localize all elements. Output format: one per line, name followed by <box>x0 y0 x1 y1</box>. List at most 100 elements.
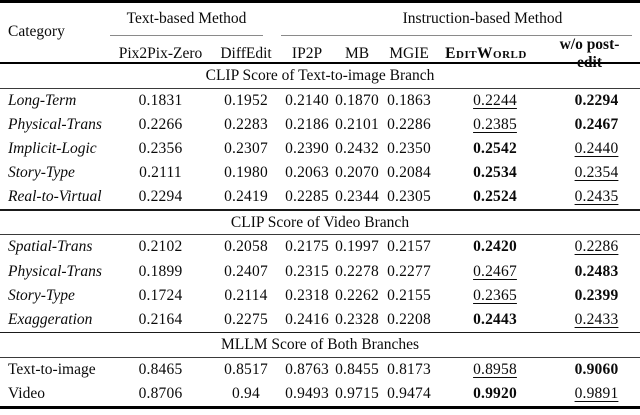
table-body: CLIP Score of Text-to-image Branch Long-T… <box>0 64 640 409</box>
section-title: CLIP Score of Text-to-image Branch <box>205 66 435 84</box>
value-cell: 0.8706 <box>138 385 183 403</box>
value-cell: 0.2483 <box>574 262 619 280</box>
value-cell: 0.2524 <box>473 188 517 206</box>
column-header-diffedit: DiffEdit <box>220 44 272 62</box>
table-row: Video 0.8706 0.94 0.9493 0.9715 0.9474 0.9920 0… <box>0 382 640 406</box>
value-cell: 0.8465 <box>138 361 183 379</box>
section-title-rule <box>0 356 640 358</box>
value-cell: 0.1899 <box>138 262 183 280</box>
value-cell: 0.9474 <box>387 385 431 403</box>
column-header-mgie: MGIE <box>389 44 429 62</box>
section-title-rule <box>0 234 640 236</box>
category-column-header: Category <box>8 23 65 41</box>
value-cell: 0.2440 <box>574 139 619 157</box>
table-row: Long-Term 0.1831 0.1952 0.2140 0.1870 0.1863 0… <box>0 89 640 113</box>
table-header: Category Text-based Method Instruction-b… <box>0 3 640 71</box>
value-cell: 0.9920 <box>473 385 517 403</box>
table-row: Real-to-Virtual 0.2294 0.2419 0.2285 0.2344 0… <box>0 185 640 209</box>
value-cell: 0.8958 <box>473 361 517 379</box>
section-title-rule <box>0 87 640 89</box>
section-title: CLIP Score of Video Branch <box>230 213 410 231</box>
value-cell: 0.94 <box>232 385 260 403</box>
value-cell: 0.2101 <box>335 115 379 133</box>
column-header-mb: MB <box>344 44 370 62</box>
group-header-instruction-based: Instruction-based Method <box>281 3 632 36</box>
value-cell: 0.2354 <box>574 164 619 182</box>
value-cell: 0.2467 <box>473 262 517 280</box>
value-cell: 0.2244 <box>473 91 517 109</box>
table-top-rule <box>0 0 640 3</box>
value-cell: 0.2356 <box>138 139 183 157</box>
value-cell: 0.9891 <box>574 385 619 403</box>
section-separator-rule <box>0 209 640 211</box>
value-cell: 0.2114 <box>224 286 268 304</box>
category-cell: Physical-Trans <box>8 115 102 133</box>
table-row: Story-Type 0.1724 0.2114 0.2318 0.2262 0.2155… <box>0 284 640 308</box>
value-cell: 0.2534 <box>473 164 517 182</box>
value-cell: 0.2286 <box>574 238 619 256</box>
value-cell: 0.1952 <box>224 91 268 109</box>
value-cell: 0.1997 <box>335 238 379 256</box>
value-cell: 0.1870 <box>335 91 379 109</box>
value-cell: 0.8455 <box>335 361 379 379</box>
header-column-row: Pix2Pix-Zero DiffEdit IP2P MB MGIE EditW… <box>0 36 640 71</box>
table-row: Exaggeration 0.2164 0.2275 0.2416 0.2328 0.22… <box>0 308 640 332</box>
value-cell: 0.2542 <box>473 139 517 157</box>
category-cell: Text-to-image <box>8 361 96 379</box>
group-header-label: Text-based Method <box>126 9 247 27</box>
table-row: Story-Type 0.2111 0.1980 0.2063 0.2070 0.2084… <box>0 161 640 185</box>
table-row: Physical-Trans 0.2266 0.2283 0.2186 0.2101 0.… <box>0 113 640 137</box>
value-cell: 0.2328 <box>335 310 379 328</box>
value-cell: 0.2433 <box>574 310 619 328</box>
value-cell: 0.9060 <box>574 361 619 379</box>
column-header-ip2p: IP2P <box>291 44 323 62</box>
category-cell: Exaggeration <box>8 310 93 328</box>
category-cell: Video <box>8 385 45 403</box>
value-cell: 0.8517 <box>224 361 268 379</box>
value-cell: 0.1831 <box>138 91 183 109</box>
value-cell: 0.2294 <box>138 188 183 206</box>
value-cell: 0.2435 <box>574 188 619 206</box>
column-header-pix2pix-zero: Pix2Pix-Zero <box>118 44 203 62</box>
value-cell: 0.2111 <box>139 164 182 182</box>
value-cell: 0.2058 <box>224 238 268 256</box>
category-cell: Long-Term <box>8 91 77 109</box>
header-separator-rule <box>0 62 640 64</box>
header-group-row: Text-based Method Instruction-based Meth… <box>0 3 640 36</box>
value-cell: 0.9493 <box>285 385 329 403</box>
value-cell: 0.2164 <box>138 310 183 328</box>
category-cell: Physical-Trans <box>8 262 102 280</box>
table-row: Text-to-image 0.8465 0.8517 0.8763 0.8455 0.8… <box>0 358 640 382</box>
value-cell: 0.2186 <box>285 115 329 133</box>
value-cell: 0.2419 <box>224 188 268 206</box>
value-cell: 0.2305 <box>387 188 431 206</box>
category-cell: Spatial-Trans <box>8 238 93 256</box>
table-row: Physical-Trans 0.1899 0.2407 0.2315 0.2278 0.… <box>0 260 640 284</box>
value-cell: 0.8173 <box>387 361 431 379</box>
value-cell: 0.2063 <box>285 164 329 182</box>
value-cell: 0.1863 <box>387 91 431 109</box>
column-header-wo-post-edit: w/o post-edit <box>559 35 620 71</box>
value-cell: 0.2318 <box>285 286 329 304</box>
value-cell: 0.1980 <box>224 164 268 182</box>
value-cell: 0.2467 <box>574 115 619 133</box>
value-cell: 0.1724 <box>138 286 183 304</box>
value-cell: 0.2385 <box>473 115 517 133</box>
value-cell: 0.2407 <box>224 262 268 280</box>
value-cell: 0.2307 <box>224 139 268 157</box>
category-cell: Real-to-Virtual <box>8 188 102 206</box>
value-cell: 0.2102 <box>138 238 183 256</box>
value-cell: 0.2155 <box>387 286 431 304</box>
table-row: Implicit-Logic 0.2356 0.2307 0.2390 0.2432 0.… <box>0 137 640 161</box>
group-header-label: Instruction-based Method <box>402 9 563 27</box>
value-cell: 0.2286 <box>387 115 431 133</box>
value-cell: 0.2315 <box>285 262 329 280</box>
category-cell: Implicit-Logic <box>8 139 97 157</box>
table-bottom-rule <box>0 406 640 409</box>
value-cell: 0.2390 <box>285 139 329 157</box>
value-cell: 0.2399 <box>574 286 619 304</box>
value-cell: 0.2157 <box>387 238 431 256</box>
value-cell: 0.2365 <box>473 286 517 304</box>
value-cell: 0.2140 <box>285 91 329 109</box>
